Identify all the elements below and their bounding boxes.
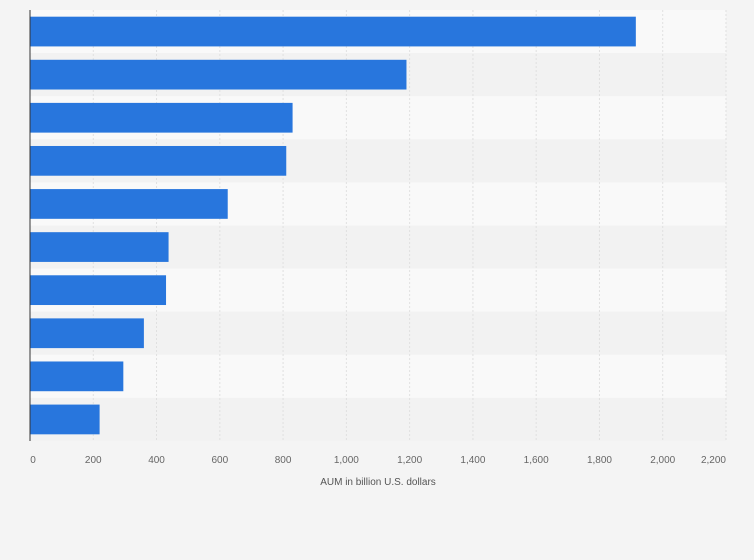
x-tick-label: 600 [211,455,228,466]
bar [30,275,167,306]
bar [30,59,407,90]
x-tick-label: 0 [30,455,36,466]
x-tick-label: 1,800 [587,455,612,466]
x-tick-label: 800 [275,455,292,466]
bar [30,232,169,262]
row-band [30,354,726,398]
x-tick-label: 1,400 [460,455,485,466]
bar [30,404,100,435]
x-tick-label: 1,200 [397,455,422,466]
x-tick-label: 1,000 [334,455,359,466]
row-band [30,311,726,355]
bar [30,102,293,133]
x-tick-label: 2,000 [650,455,675,466]
bar [30,145,287,176]
bars [30,16,636,435]
x-tick-label: 1,600 [524,455,549,466]
bar [30,189,228,219]
bar [30,16,636,47]
bar [30,361,124,392]
x-tick-label: 200 [85,455,102,466]
x-tick-label: 2,200 [701,455,726,466]
x-tick-labels: 0 200 400 600 800 1,000 1,200 1,400 1,600 1,800 2,… [30,455,726,466]
row-band [30,397,726,441]
x-tick-label: 400 [148,455,165,466]
bar [30,318,144,349]
x-axis-title: AUM in billion U.S. dollars [320,477,436,488]
